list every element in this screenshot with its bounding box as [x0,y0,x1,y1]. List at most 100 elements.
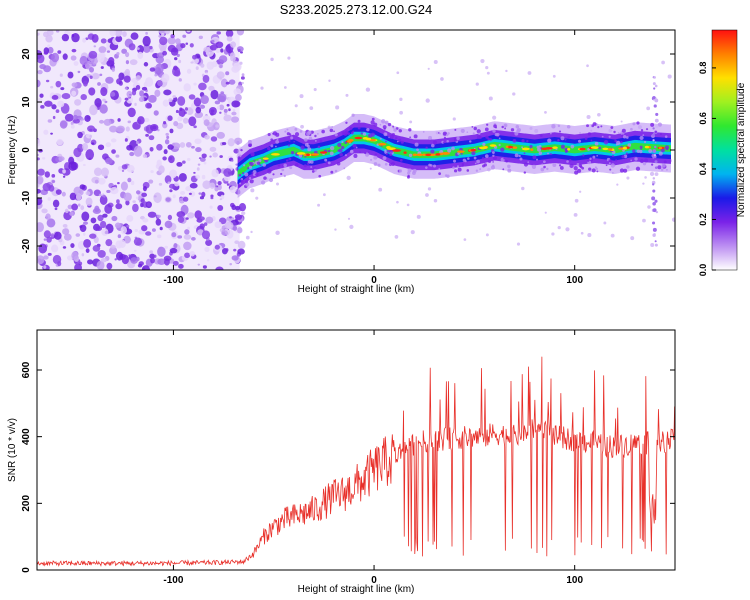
faint-speck [394,235,399,239]
noise-speck [149,253,156,259]
noise-speck [231,204,237,211]
noise-speck [163,255,172,262]
noise-speck [59,73,63,77]
noise-speck [153,192,162,204]
noise-speck [135,85,141,90]
noise-speck [137,263,143,268]
noise-speck [66,255,73,261]
ridge-speck [518,154,521,158]
noise-speck [115,35,123,43]
ridge-speck [639,149,643,154]
ridge-speck [642,161,647,166]
noise-speck [71,203,79,211]
faint-speck [580,231,584,235]
ridge-speck [299,130,303,133]
ridge-speck [294,132,300,137]
artifact-speck [654,240,657,243]
artifact-speck [652,202,656,206]
noise-speck [149,146,154,152]
noise-speck [231,159,234,162]
noise-speck [114,222,122,228]
ridge-speck [451,146,455,151]
ridge-speck [469,140,472,143]
noise-speck [72,114,78,120]
noise-speck [71,82,78,88]
noise-speck [142,218,149,223]
faint-speck [425,98,430,103]
noise-speck [183,234,192,240]
noise-speck [232,225,238,231]
colorbar-tick-label: 0.6 [698,112,708,125]
noise-speck [129,59,138,66]
noise-speck [139,90,145,97]
y-tick-label: 20 [21,48,32,60]
noise-speck [156,159,162,167]
noise-speck [215,266,224,270]
noise-speck [100,167,109,177]
ridge-speck [344,154,347,157]
noise-speck [84,114,91,122]
ridge-speck [600,125,603,128]
noise-speck [233,100,241,108]
noise-speck [135,190,141,195]
noise-speck [80,205,85,211]
ridge-speck [479,168,482,171]
ridge-peak [508,145,512,149]
ridge-speck [609,168,612,171]
ridge-speck [408,128,412,132]
faint-speck [369,167,372,170]
noise-scatter [37,30,675,270]
noise-speck [189,43,194,48]
ridge-speck [294,162,299,167]
ridge-speck [587,132,592,136]
ridge-speck [437,132,440,134]
noise-speck [172,95,176,99]
ridge-speck [379,137,382,140]
ridge-speck [442,131,447,136]
ridge-speck [608,162,611,165]
snr-frame [36,329,676,571]
ridge-speck [349,126,353,131]
noise-speck [37,97,43,103]
noise-speck [37,175,44,185]
faint-speck [661,60,665,65]
ridge-speck [381,119,386,124]
ridge-speck [590,139,593,142]
artifact-speck [653,87,656,90]
ridge-speck [460,128,465,133]
artifact-speck [652,177,656,180]
noise-speck [89,104,98,116]
ridge-speck [409,136,412,139]
noise-speck [70,124,75,129]
ridge-speck [557,139,560,142]
noise-speck [100,38,107,44]
noise-speck [172,142,176,146]
ridge-speck [263,176,267,180]
x-tick-label: 0 [371,575,377,586]
noise-speck [147,153,150,157]
noise-speck [137,45,144,54]
noise-speck [198,192,202,195]
ridge-peak [579,147,586,151]
noise-speck [130,180,135,186]
noise-speck [216,31,221,35]
faint-speck [239,61,243,65]
noise-speck [238,202,247,212]
noise-speck [85,248,90,253]
ridge-speck [443,136,447,139]
ridge-speck [515,124,520,129]
ridge-speck [306,131,311,136]
ridge-speck [492,164,495,168]
ridge-speck [327,161,331,165]
ridge-speck [446,174,450,178]
faint-speck [294,104,298,108]
noise-speck [179,142,186,148]
ridge-speck [539,134,543,137]
noise-speck [57,50,62,54]
ridge-peak [416,153,423,157]
noise-speck [89,75,93,80]
ridge-speck [270,138,274,142]
ridge-speck [370,158,373,161]
noise-speck [125,126,130,132]
faint-speck [283,86,287,89]
